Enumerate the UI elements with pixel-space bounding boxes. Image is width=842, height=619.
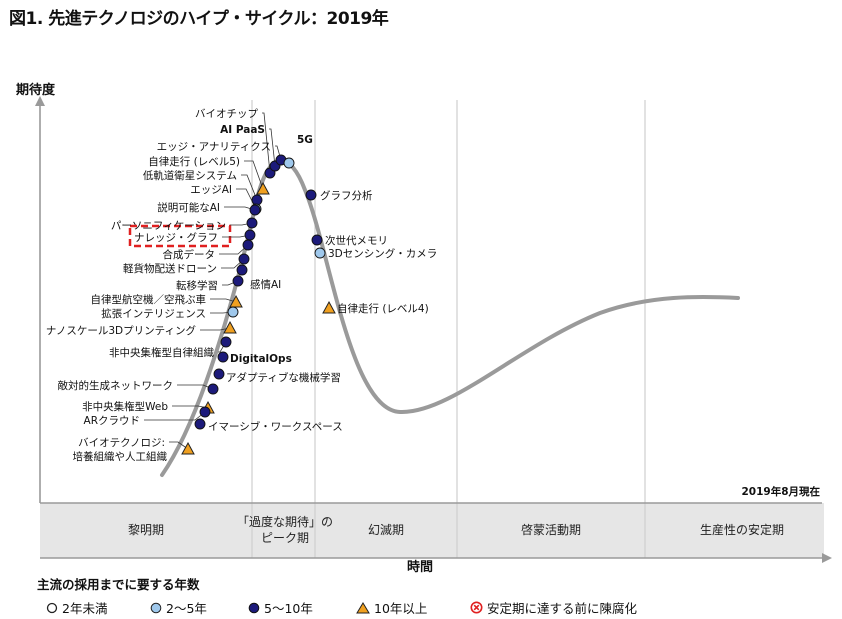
point-16-label: 非中央集権型自律組織 (109, 346, 214, 359)
point-27-marker (314, 247, 326, 259)
point-25-label: グラフ分析 (320, 189, 373, 202)
point-1-label: AI PaaS (220, 124, 265, 136)
point-5-label: エッジAI (190, 184, 232, 196)
point-26-marker (311, 234, 323, 246)
point-23-label-line2: 培養組織や人工組織 (73, 450, 168, 463)
point-6-label: 説明可能なAI (157, 201, 220, 214)
point-23-leader (169, 441, 189, 450)
point-16-marker (220, 336, 232, 348)
point-26-label: 次世代メモリ (325, 234, 388, 247)
point-10-label: 軽貨物配送ドローン (123, 262, 217, 275)
point-10-marker (238, 253, 250, 265)
point-8-label: ナレッジ・グラフ (134, 231, 218, 244)
point-13-marker (229, 294, 243, 308)
point-0-label: バイオチップ (195, 108, 258, 120)
point-21-label: ARクラウド (84, 415, 140, 427)
hype-cycle-chart: 期待度 時間 2019年8月現在 黎明期 「過度な期待」の ピーク期 幻滅期 啓… (16, 82, 832, 575)
point-11-marker (236, 264, 248, 276)
point-3-leader (244, 160, 264, 190)
phase-trough: 幻滅期 (368, 523, 404, 537)
y-axis-label: 期待度 (16, 82, 56, 98)
point-9-label: 合成データ (163, 248, 216, 261)
markers (181, 154, 336, 455)
phase-dividers (251, 100, 646, 558)
point-17-label: DigitalOps (230, 353, 292, 365)
point-1-leader (269, 128, 276, 167)
axes (35, 96, 832, 563)
legend-item-5-10y: 5～10年 (248, 598, 313, 617)
point-27-label: 3Dセンシング・カメラ (328, 247, 437, 260)
x-axis-label: 時間 (407, 559, 433, 575)
point-17-marker (217, 351, 229, 363)
point-15-label: ナノスケール3Dプリンティング (46, 324, 197, 337)
point-19-marker (207, 383, 219, 395)
point-6-marker (249, 204, 261, 216)
point-12-marker (232, 275, 244, 287)
point-13-label: 自律型航空機／空飛ぶ車 (91, 293, 207, 306)
point-24-label: 5G (297, 134, 313, 146)
phase-peak-line1: 「過度な期待」の (237, 514, 333, 529)
point-23-marker (181, 441, 195, 455)
point-13-leader (210, 298, 237, 303)
legend-title: 主流の採用までに要する年数 (37, 577, 200, 592)
point-21-marker (199, 406, 211, 418)
point-4-leader (241, 174, 258, 201)
hype-curve (160, 158, 740, 477)
point-0-leader (262, 112, 271, 174)
point-14-label: 拡張インテリジェンス (101, 307, 206, 320)
point-19-label: 敵対的生成ネットワーク (58, 379, 174, 392)
phase-labels: 黎明期 「過度な期待」の ピーク期 幻滅期 啓蒙活動期 生産性の安定期 (128, 514, 784, 545)
phase-peak-line2: ピーク期 (261, 531, 309, 545)
phase-trigger: 黎明期 (128, 523, 164, 537)
point-18-label: アダプティブな機械学習 (226, 371, 341, 384)
point-22-label: イマーシブ・ワークスペース (208, 420, 343, 433)
point-7-marker (246, 217, 258, 229)
phase-slope: 啓蒙活動期 (521, 522, 581, 537)
legend-item-under-2y: 2年未満 (46, 598, 107, 617)
point-2-label: エッジ・アナリティクス (157, 141, 271, 153)
point-3-marker (256, 181, 270, 195)
phase-band (40, 503, 824, 558)
point-4-marker (251, 194, 263, 206)
x-circle-icon (470, 601, 483, 614)
dark-circle-icon (248, 602, 260, 613)
legend-item-obsolete: 安定期に達する前に陳腐化 (470, 598, 637, 617)
light-circle-icon (150, 602, 162, 613)
x-axis-arrow (822, 553, 832, 563)
point-23-label: バイオテクノロジ: (78, 437, 165, 449)
point-18-marker (213, 368, 225, 380)
y-axis-arrow (35, 96, 45, 106)
phase-plateau: 生産性の安定期 (700, 522, 784, 537)
point-11-label: 感情AI (250, 278, 281, 291)
point-4-label: 低軌道衛星システム (143, 169, 237, 182)
point-3-label: 自律走行 (レベル5) (148, 155, 240, 168)
open-circle-icon (46, 602, 58, 613)
date-note: 2019年8月現在 (741, 485, 820, 498)
highlight-box (128, 224, 232, 248)
legend-item-10y-plus: 10年以上 (356, 598, 427, 617)
point-28-marker (322, 300, 336, 314)
page-title: 図1. 先進テクノロジのハイプ・サイクル：2019年 (9, 9, 389, 29)
point-24-marker (283, 157, 295, 169)
legend-item-2-5y: 2～5年 (150, 598, 207, 617)
point-9-marker (242, 239, 254, 251)
point-14-marker (227, 306, 239, 318)
point-7-label: パーソニフィケーション (111, 220, 226, 232)
point-28-label: 自律走行 (レベル4) (337, 302, 429, 315)
legend: 主流の採用までに要する年数 2年未満 2～5年 5～10年 10年以上 安定期に… (0, 572, 842, 619)
triangle-icon (356, 601, 370, 613)
point-25-marker (305, 189, 317, 201)
point-12-label: 転移学習 (176, 279, 218, 292)
point-22-marker (194, 418, 206, 430)
point-20-label: 非中央集権型Web (82, 400, 168, 413)
point-15-marker (223, 320, 237, 334)
point-8-marker (244, 229, 256, 241)
